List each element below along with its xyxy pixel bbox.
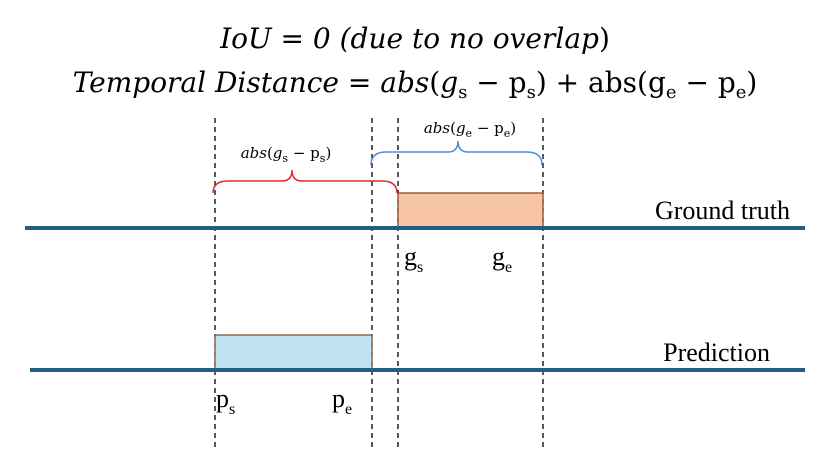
tick-ge: ge [492,242,512,276]
ground-truth-segment [397,192,544,229]
prediction-segment [214,334,373,371]
blue-brace-label: abs(ge − pe) [424,119,516,140]
tick-pe: pe [332,384,352,418]
red-brace [212,169,398,194]
title-line-2: Temporal Distance = abs(gs − ps) + abs(g… [73,66,758,103]
ground-truth-label: Ground truth [655,196,790,225]
tick-ps: ps [216,384,235,418]
red-brace-label: abs(gs − ps) [241,144,332,165]
tick-gs: gs [404,242,423,276]
blue-brace [370,140,543,166]
prediction-label: Prediction [663,338,770,367]
dashed-guides [214,118,544,448]
title-line-1: IoU = 0 (due to no overlap) [219,22,610,55]
